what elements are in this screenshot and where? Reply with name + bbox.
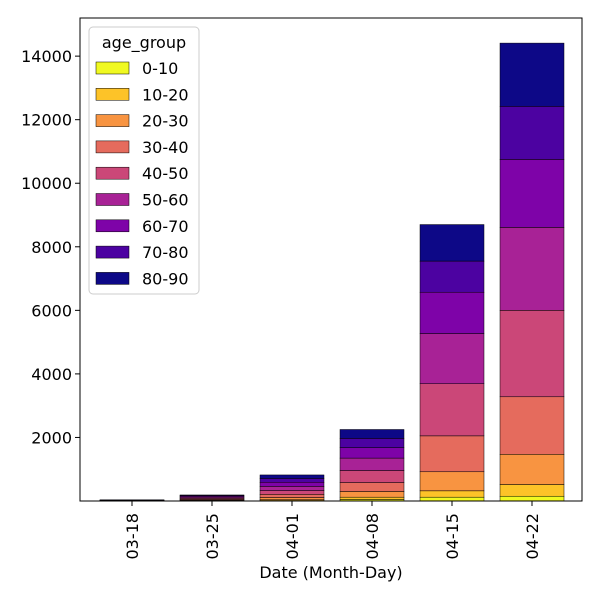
bar-segment-04-15-10-20 xyxy=(419,490,485,498)
x-tick-label-03-18: 03-18 xyxy=(123,513,142,560)
bar-segment-04-15-20-30 xyxy=(419,471,485,492)
bar-segment-04-22-80-90 xyxy=(499,42,565,107)
bar-segment-04-08-20-30 xyxy=(339,491,405,498)
bar-segment-04-08-10-20 xyxy=(339,496,405,500)
bar-segment-04-15-60-70 xyxy=(419,291,485,334)
bar-segment-04-15-70-80 xyxy=(419,260,485,293)
legend-label-10-20: 10-20 xyxy=(142,85,189,104)
legend-swatch-40-50 xyxy=(95,166,130,180)
bar-segment-04-22-0-10 xyxy=(499,495,565,502)
legend-label-60-70: 60-70 xyxy=(142,217,189,236)
bar-segment-04-22-40-50 xyxy=(499,310,565,398)
x-axis: 03-18 03-25 04-01 04-08 04-15 04-22 xyxy=(123,501,542,560)
y-tick-label: 2000 xyxy=(31,428,72,447)
bar-segment-04-01-30-40 xyxy=(259,494,325,498)
bar-segment-04-01-20-30 xyxy=(259,497,325,500)
bar-segment-04-01-50-60 xyxy=(259,486,325,491)
y-tick-label: 8000 xyxy=(31,238,72,257)
legend-swatch-20-30 xyxy=(95,114,130,127)
x-axis-label: Date (Month-Day) xyxy=(259,563,402,582)
legend-label-30-40: 30-40 xyxy=(142,138,189,157)
legend-swatch-0-10 xyxy=(95,61,130,75)
legend-label-40-50: 40-50 xyxy=(142,164,189,183)
legend-swatch-10-20 xyxy=(95,88,130,101)
bar-segment-04-22-20-30 xyxy=(499,454,565,485)
x-tick-label-03-25: 03-25 xyxy=(203,513,222,560)
x-tick-label-04-08: 04-08 xyxy=(363,513,382,560)
legend-swatch-80-90 xyxy=(95,272,130,285)
legend[interactable]: age_group 0-10 10-20 20-30 30-40 40-50 50-60 6… xyxy=(88,26,200,295)
bar-segment-04-15-0-10 xyxy=(419,496,485,502)
bar-segment-04-08-80-90 xyxy=(339,429,405,439)
legend-label-0-10: 0-10 xyxy=(142,59,178,78)
legend-label-70-80: 70-80 xyxy=(142,243,189,262)
bar-segment-04-22-50-60 xyxy=(499,227,565,311)
x-tick-label-04-15: 04-15 xyxy=(443,513,462,560)
bar-segment-04-08-30-40 xyxy=(339,482,405,492)
bar-segment-04-01-40-50 xyxy=(259,490,325,495)
y-axis: 2000 4000 6000 8000 10000 12000 14000 xyxy=(21,47,80,447)
bar-segment-04-08-60-70 xyxy=(339,447,405,459)
legend-items: 0-10 10-20 20-30 30-40 40-50 50-60 60-70 70-80 8… xyxy=(95,59,189,288)
legend-label-20-30: 20-30 xyxy=(142,112,189,131)
y-tick-label: 6000 xyxy=(31,301,72,320)
bar-segment-04-15-80-90 xyxy=(419,224,485,262)
bar-segment-04-08-40-50 xyxy=(339,470,405,483)
bar-segment-04-15-30-40 xyxy=(419,435,485,473)
bar-segment-04-08-50-60 xyxy=(339,457,405,471)
legend-swatch-30-40 xyxy=(95,140,130,154)
legend-label-80-90: 80-90 xyxy=(142,269,189,288)
bar-segment-04-15-40-50 xyxy=(419,383,485,437)
bar-segment-04-22-30-40 xyxy=(499,396,565,455)
bar-segment-04-22-10-20 xyxy=(499,484,565,497)
legend-swatch-70-80 xyxy=(95,245,130,259)
legend-label-50-60: 50-60 xyxy=(142,191,189,210)
bar-segment-03-25-80-90 xyxy=(179,494,245,496)
bar-segment-04-22-60-70 xyxy=(499,159,565,228)
legend-swatch-60-70 xyxy=(95,219,130,233)
y-tick-label: 10000 xyxy=(21,174,72,193)
legend-title: age_group xyxy=(102,33,186,53)
bar-segment-04-15-50-60 xyxy=(419,333,485,384)
y-tick-label: 14000 xyxy=(21,47,72,66)
legend-swatch-50-60 xyxy=(95,193,130,206)
bar-segment-04-01-80-90 xyxy=(259,474,325,479)
x-tick-label-04-22: 04-22 xyxy=(523,513,542,560)
y-tick-label: 12000 xyxy=(21,111,72,130)
bar-segment-04-01-60-70 xyxy=(259,482,325,487)
bar-segment-04-01-70-80 xyxy=(259,478,325,483)
bar-segment-04-08-70-80 xyxy=(339,438,405,448)
bar-segment-04-22-70-80 xyxy=(499,106,565,160)
bars-layer xyxy=(99,42,565,502)
axes-frame xyxy=(79,17,583,502)
y-tick-label: 4000 xyxy=(31,365,72,384)
x-tick-label-04-01: 04-01 xyxy=(283,513,302,560)
